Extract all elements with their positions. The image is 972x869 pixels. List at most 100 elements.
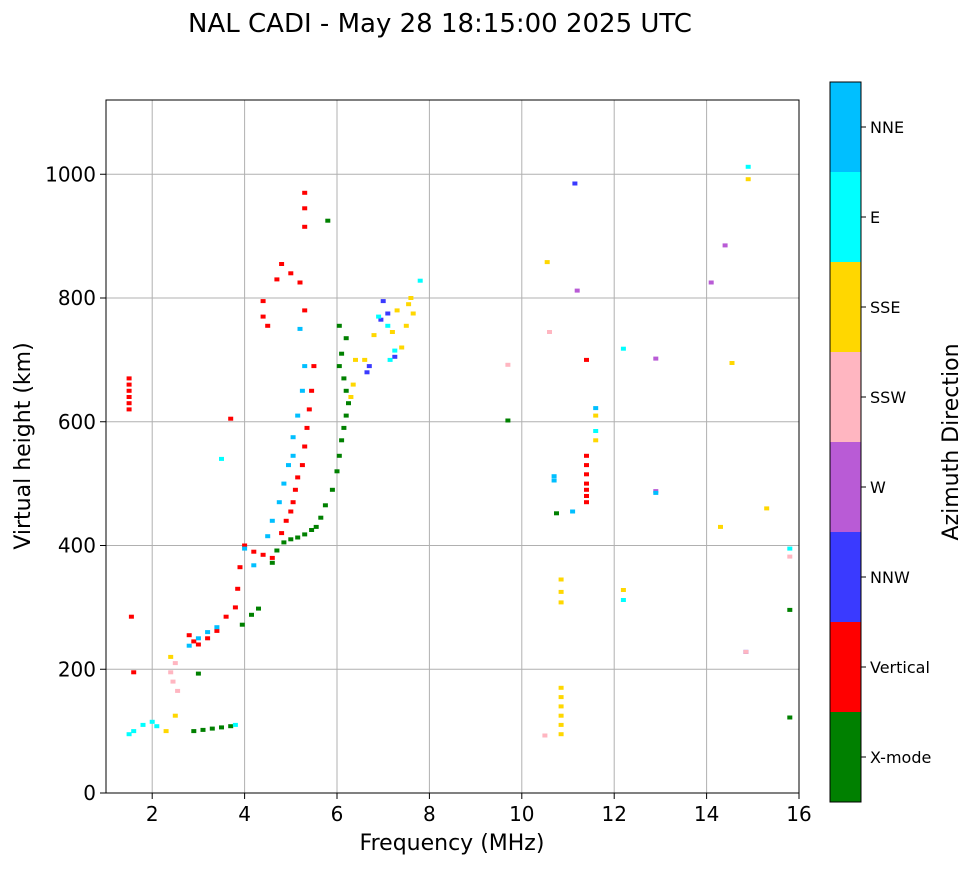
data-point [302, 206, 308, 211]
data-point [350, 382, 356, 387]
data-point [336, 453, 342, 458]
data-point [339, 351, 345, 356]
data-point [334, 469, 340, 474]
data-point [558, 577, 564, 582]
data-point [787, 546, 793, 551]
data-point [325, 218, 331, 223]
data-point [544, 260, 550, 265]
data-point [346, 401, 351, 406]
data-point [593, 413, 599, 418]
data-point [653, 356, 659, 361]
colorbar-frame [829, 81, 862, 803]
plot-grid [106, 100, 800, 794]
data-point [302, 308, 308, 313]
data-point [343, 413, 349, 418]
colorbar-segment [830, 712, 861, 802]
data-point [251, 549, 257, 554]
colorbar-segment [830, 532, 861, 622]
data-point [265, 323, 271, 328]
data-point [364, 370, 370, 375]
data-point [228, 416, 234, 421]
data-point [764, 506, 770, 511]
data-point [219, 725, 224, 730]
data-point [309, 528, 315, 532]
colorbar-tick-label: SSW [870, 388, 906, 407]
data-point [288, 537, 294, 542]
data-point [558, 722, 564, 727]
data-point [140, 722, 146, 727]
data-point [787, 715, 793, 720]
data-point [191, 639, 197, 644]
x-tick-label: 10 [509, 802, 534, 826]
data-point [191, 729, 197, 734]
y-tick-label: 200 [58, 657, 96, 681]
data-point [302, 364, 308, 369]
y-axis-label: Virtual height (km) [11, 342, 36, 549]
data-point [269, 560, 275, 565]
data-point [154, 724, 160, 729]
data-point [302, 532, 308, 537]
data-point [170, 679, 176, 684]
data-point [302, 190, 308, 195]
plot-frame [105, 99, 800, 794]
colorbar-tick-label: NNE [870, 118, 904, 137]
data-point [297, 280, 303, 285]
data-point [306, 407, 312, 412]
data-point [311, 364, 317, 369]
data-point [269, 555, 275, 560]
data-point [297, 326, 303, 331]
data-point [172, 661, 178, 666]
data-point [341, 425, 347, 430]
data-point [219, 456, 224, 461]
data-point [584, 500, 589, 505]
x-axis-label: Frequency (MHz) [360, 831, 545, 856]
data-point [593, 429, 599, 433]
colorbar-segment [830, 442, 861, 532]
data-point [260, 299, 266, 304]
data-point [276, 500, 282, 505]
data-point [584, 481, 589, 486]
data-point [708, 280, 714, 285]
data-point [406, 302, 412, 307]
data-point [574, 288, 580, 293]
data-point [745, 164, 751, 169]
data-point [558, 695, 564, 700]
data-point [743, 649, 749, 654]
data-point [274, 277, 280, 282]
y-tick-label: 0 [83, 781, 96, 805]
data-point [620, 588, 626, 592]
colorbar-segment [830, 172, 861, 262]
data-point [249, 612, 254, 617]
data-point [168, 654, 174, 659]
data-point [593, 438, 599, 443]
data-point [542, 733, 548, 738]
data-point [281, 540, 287, 545]
data-point [558, 732, 564, 737]
data-point [299, 388, 305, 393]
data-point [260, 552, 266, 557]
data-point [558, 589, 564, 594]
data-point [205, 630, 211, 635]
x-tick-label: 12 [601, 802, 626, 826]
data-point [251, 563, 257, 568]
data-point [163, 729, 169, 734]
data-point [131, 670, 137, 675]
y-tick-label: 1000 [45, 162, 96, 186]
data-point [313, 524, 319, 529]
data-point [239, 622, 245, 627]
data-point [286, 463, 291, 468]
data-point [126, 401, 132, 406]
data-point [195, 671, 201, 676]
data-point [787, 554, 793, 559]
data-point [389, 330, 395, 334]
data-point [584, 487, 589, 492]
data-point [343, 336, 349, 341]
series-x-mode [191, 218, 793, 734]
data-point [417, 278, 423, 283]
data-point [339, 438, 345, 443]
data-point [269, 518, 275, 523]
data-point [376, 314, 382, 319]
x-tick-label: 14 [694, 802, 719, 826]
colorbar-tick-label: E [870, 208, 880, 227]
data-point [235, 586, 241, 591]
